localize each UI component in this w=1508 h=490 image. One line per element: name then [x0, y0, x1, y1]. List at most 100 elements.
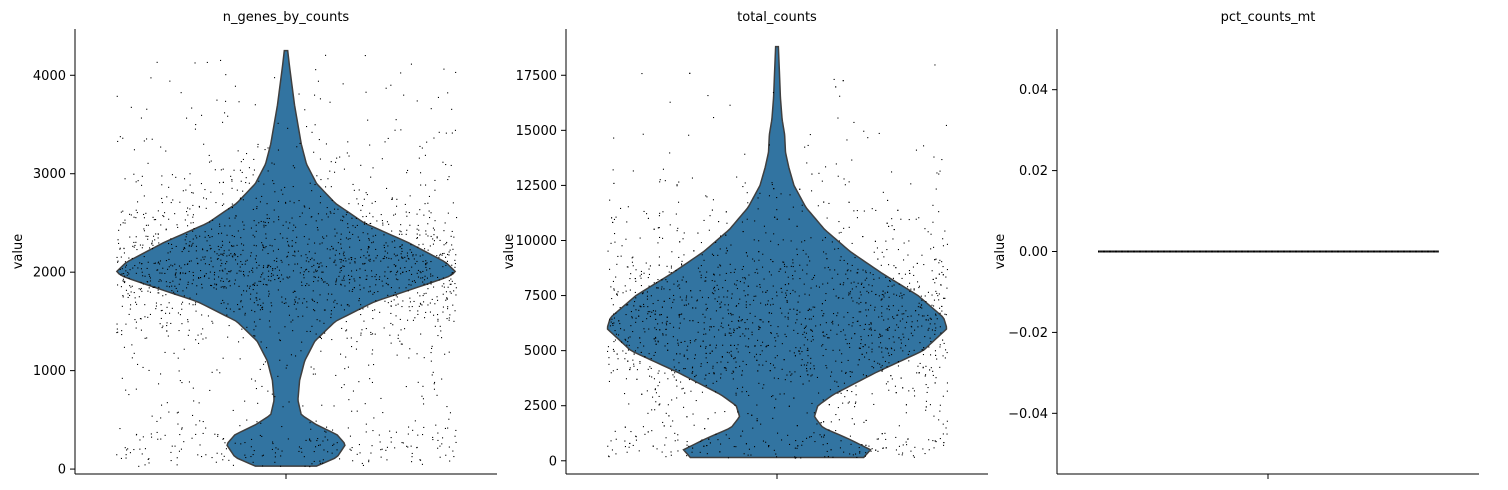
- data-point: [396, 254, 398, 256]
- data-point: [935, 290, 937, 292]
- data-point: [401, 442, 403, 444]
- data-point: [744, 182, 746, 184]
- data-point: [853, 121, 855, 123]
- data-point: [715, 391, 717, 393]
- data-point: [380, 456, 382, 458]
- data-point: [326, 299, 328, 301]
- data-point: [835, 295, 837, 297]
- data-point: [1204, 250, 1206, 253]
- data-point: [448, 251, 450, 253]
- data-point: [383, 234, 385, 236]
- data-point: [922, 354, 924, 356]
- data-point: [1252, 250, 1254, 253]
- data-point: [763, 278, 765, 280]
- data-point: [200, 259, 202, 261]
- data-point: [133, 173, 135, 175]
- data-point: [859, 452, 861, 454]
- data-point: [713, 286, 715, 288]
- data-point: [437, 320, 439, 322]
- data-point: [437, 318, 439, 320]
- data-point: [771, 312, 773, 314]
- data-point: [375, 284, 377, 286]
- data-point: [422, 270, 424, 272]
- data-point: [453, 456, 455, 458]
- data-point: [269, 311, 271, 313]
- data-point: [925, 406, 927, 408]
- data-point: [650, 295, 652, 297]
- data-point: [812, 306, 814, 308]
- data-point: [837, 117, 839, 119]
- data-point: [934, 330, 936, 332]
- data-point: [351, 217, 353, 219]
- data-point: [692, 320, 694, 322]
- data-point: [139, 318, 141, 320]
- data-point: [190, 245, 192, 247]
- data-point: [865, 419, 867, 421]
- data-point: [210, 284, 212, 286]
- data-point: [170, 238, 172, 240]
- data-point: [828, 404, 830, 406]
- data-point: [625, 290, 627, 292]
- data-point: [886, 366, 888, 368]
- data-point: [179, 380, 181, 382]
- data-point: [1311, 250, 1313, 253]
- data-point: [263, 363, 265, 365]
- data-point: [783, 393, 785, 395]
- data-point: [143, 256, 145, 258]
- data-point: [672, 336, 674, 338]
- data-point: [731, 355, 733, 357]
- data-point: [625, 339, 627, 341]
- data-point: [1278, 250, 1280, 253]
- data-point: [393, 299, 395, 301]
- data-point: [145, 235, 147, 237]
- data-point: [340, 283, 342, 285]
- data-point: [1141, 250, 1143, 253]
- data-point: [1117, 250, 1119, 253]
- data-point: [770, 363, 772, 365]
- data-point: [345, 237, 347, 239]
- data-point: [217, 435, 219, 437]
- data-point: [776, 295, 778, 297]
- data-point: [445, 299, 447, 301]
- data-point: [740, 435, 742, 437]
- data-point: [651, 430, 653, 432]
- data-point: [152, 244, 154, 246]
- data-point: [821, 180, 823, 182]
- data-point: [177, 357, 179, 359]
- data-point: [432, 439, 434, 441]
- data-point: [386, 187, 388, 189]
- data-point: [922, 366, 924, 368]
- data-point: [288, 245, 290, 247]
- data-point: [1101, 250, 1103, 253]
- data-point: [883, 319, 885, 321]
- data-point: [1412, 250, 1414, 253]
- data-point: [340, 243, 342, 245]
- data-point: [881, 351, 883, 353]
- data-point: [222, 438, 224, 440]
- data-point: [301, 284, 303, 286]
- data-point: [725, 272, 727, 274]
- data-point: [256, 297, 258, 299]
- data-point: [1274, 250, 1276, 253]
- data-point: [311, 266, 313, 268]
- data-point: [292, 254, 294, 256]
- data-point: [1303, 250, 1305, 253]
- data-point: [347, 141, 349, 143]
- data-point: [278, 332, 280, 334]
- data-point: [826, 217, 828, 219]
- data-point: [1150, 250, 1152, 253]
- data-point: [158, 280, 160, 282]
- data-point: [717, 266, 719, 268]
- data-point: [196, 237, 198, 239]
- data-point: [335, 264, 337, 266]
- data-point: [1360, 250, 1362, 253]
- data-point: [746, 255, 748, 257]
- data-point: [342, 215, 344, 217]
- data-point: [678, 314, 680, 316]
- data-point: [189, 208, 191, 210]
- data-point: [748, 448, 750, 450]
- data-point: [354, 261, 356, 263]
- data-point: [305, 269, 307, 271]
- data-point: [701, 296, 703, 298]
- data-point: [223, 250, 225, 252]
